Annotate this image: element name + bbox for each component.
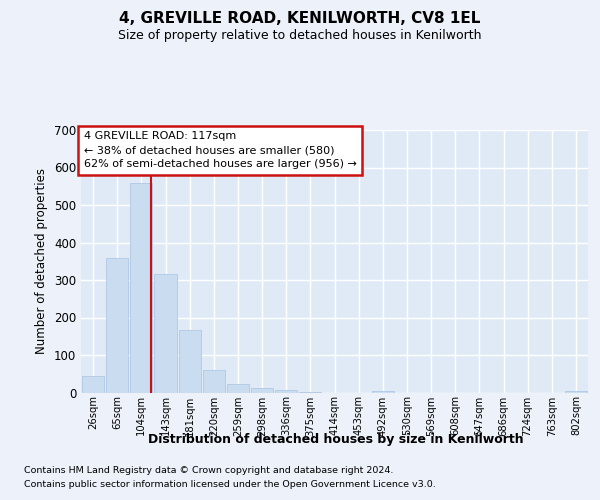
Bar (227, 384, 249, 392)
Text: 4, GREVILLE ROAD, KENILWORTH, CV8 1EL: 4, GREVILLE ROAD, KENILWORTH, CV8 1EL (119, 11, 481, 26)
Bar (130, 183, 152, 392)
Bar (154, 274, 176, 392)
Bar (203, 370, 225, 392)
Bar (179, 330, 201, 392)
Text: Contains public sector information licensed under the Open Government Licence v3: Contains public sector information licen… (24, 480, 436, 489)
Bar (275, 390, 298, 392)
Bar (106, 258, 128, 392)
Bar (251, 388, 273, 392)
Y-axis label: Number of detached properties: Number of detached properties (35, 168, 49, 354)
Bar (565, 390, 587, 392)
Text: Contains HM Land Registry data © Crown copyright and database right 2024.: Contains HM Land Registry data © Crown c… (24, 466, 394, 475)
Text: Distribution of detached houses by size in Kenilworth: Distribution of detached houses by size … (148, 432, 524, 446)
Text: Size of property relative to detached houses in Kenilworth: Size of property relative to detached ho… (118, 29, 482, 42)
Text: 4 GREVILLE ROAD: 117sqm
← 38% of detached houses are smaller (580)
62% of semi-d: 4 GREVILLE ROAD: 117sqm ← 38% of detache… (83, 132, 356, 170)
Bar (371, 390, 394, 392)
Bar (82, 376, 104, 392)
